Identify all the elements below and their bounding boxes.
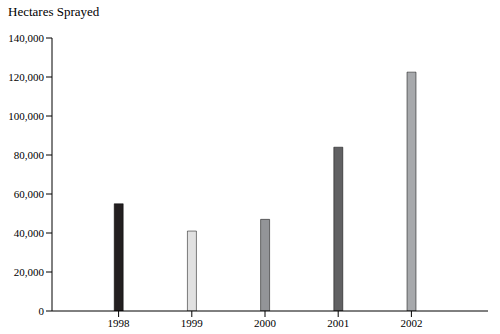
- svg-text:40,000: 40,000: [14, 227, 45, 239]
- html-text:Hectares Sprayed: Hectares Sprayed: [8, 4, 100, 19]
- svg-text:100,000: 100,000: [8, 110, 44, 122]
- svg-text:2001: 2001: [327, 317, 349, 329]
- svg-text:2000: 2000: [254, 317, 277, 329]
- svg-text:20,000: 20,000: [14, 266, 45, 278]
- svg-text:2002: 2002: [400, 317, 422, 329]
- svg-text:1999: 1999: [181, 317, 204, 329]
- svg-text:80,000: 80,000: [14, 149, 45, 161]
- svg-text:0: 0: [39, 305, 45, 317]
- svg-text:1998: 1998: [108, 317, 131, 329]
- svg-text:140,000: 140,000: [8, 32, 44, 44]
- svg-text:120,000: 120,000: [8, 71, 44, 83]
- svg-text:60,000: 60,000: [14, 188, 45, 200]
